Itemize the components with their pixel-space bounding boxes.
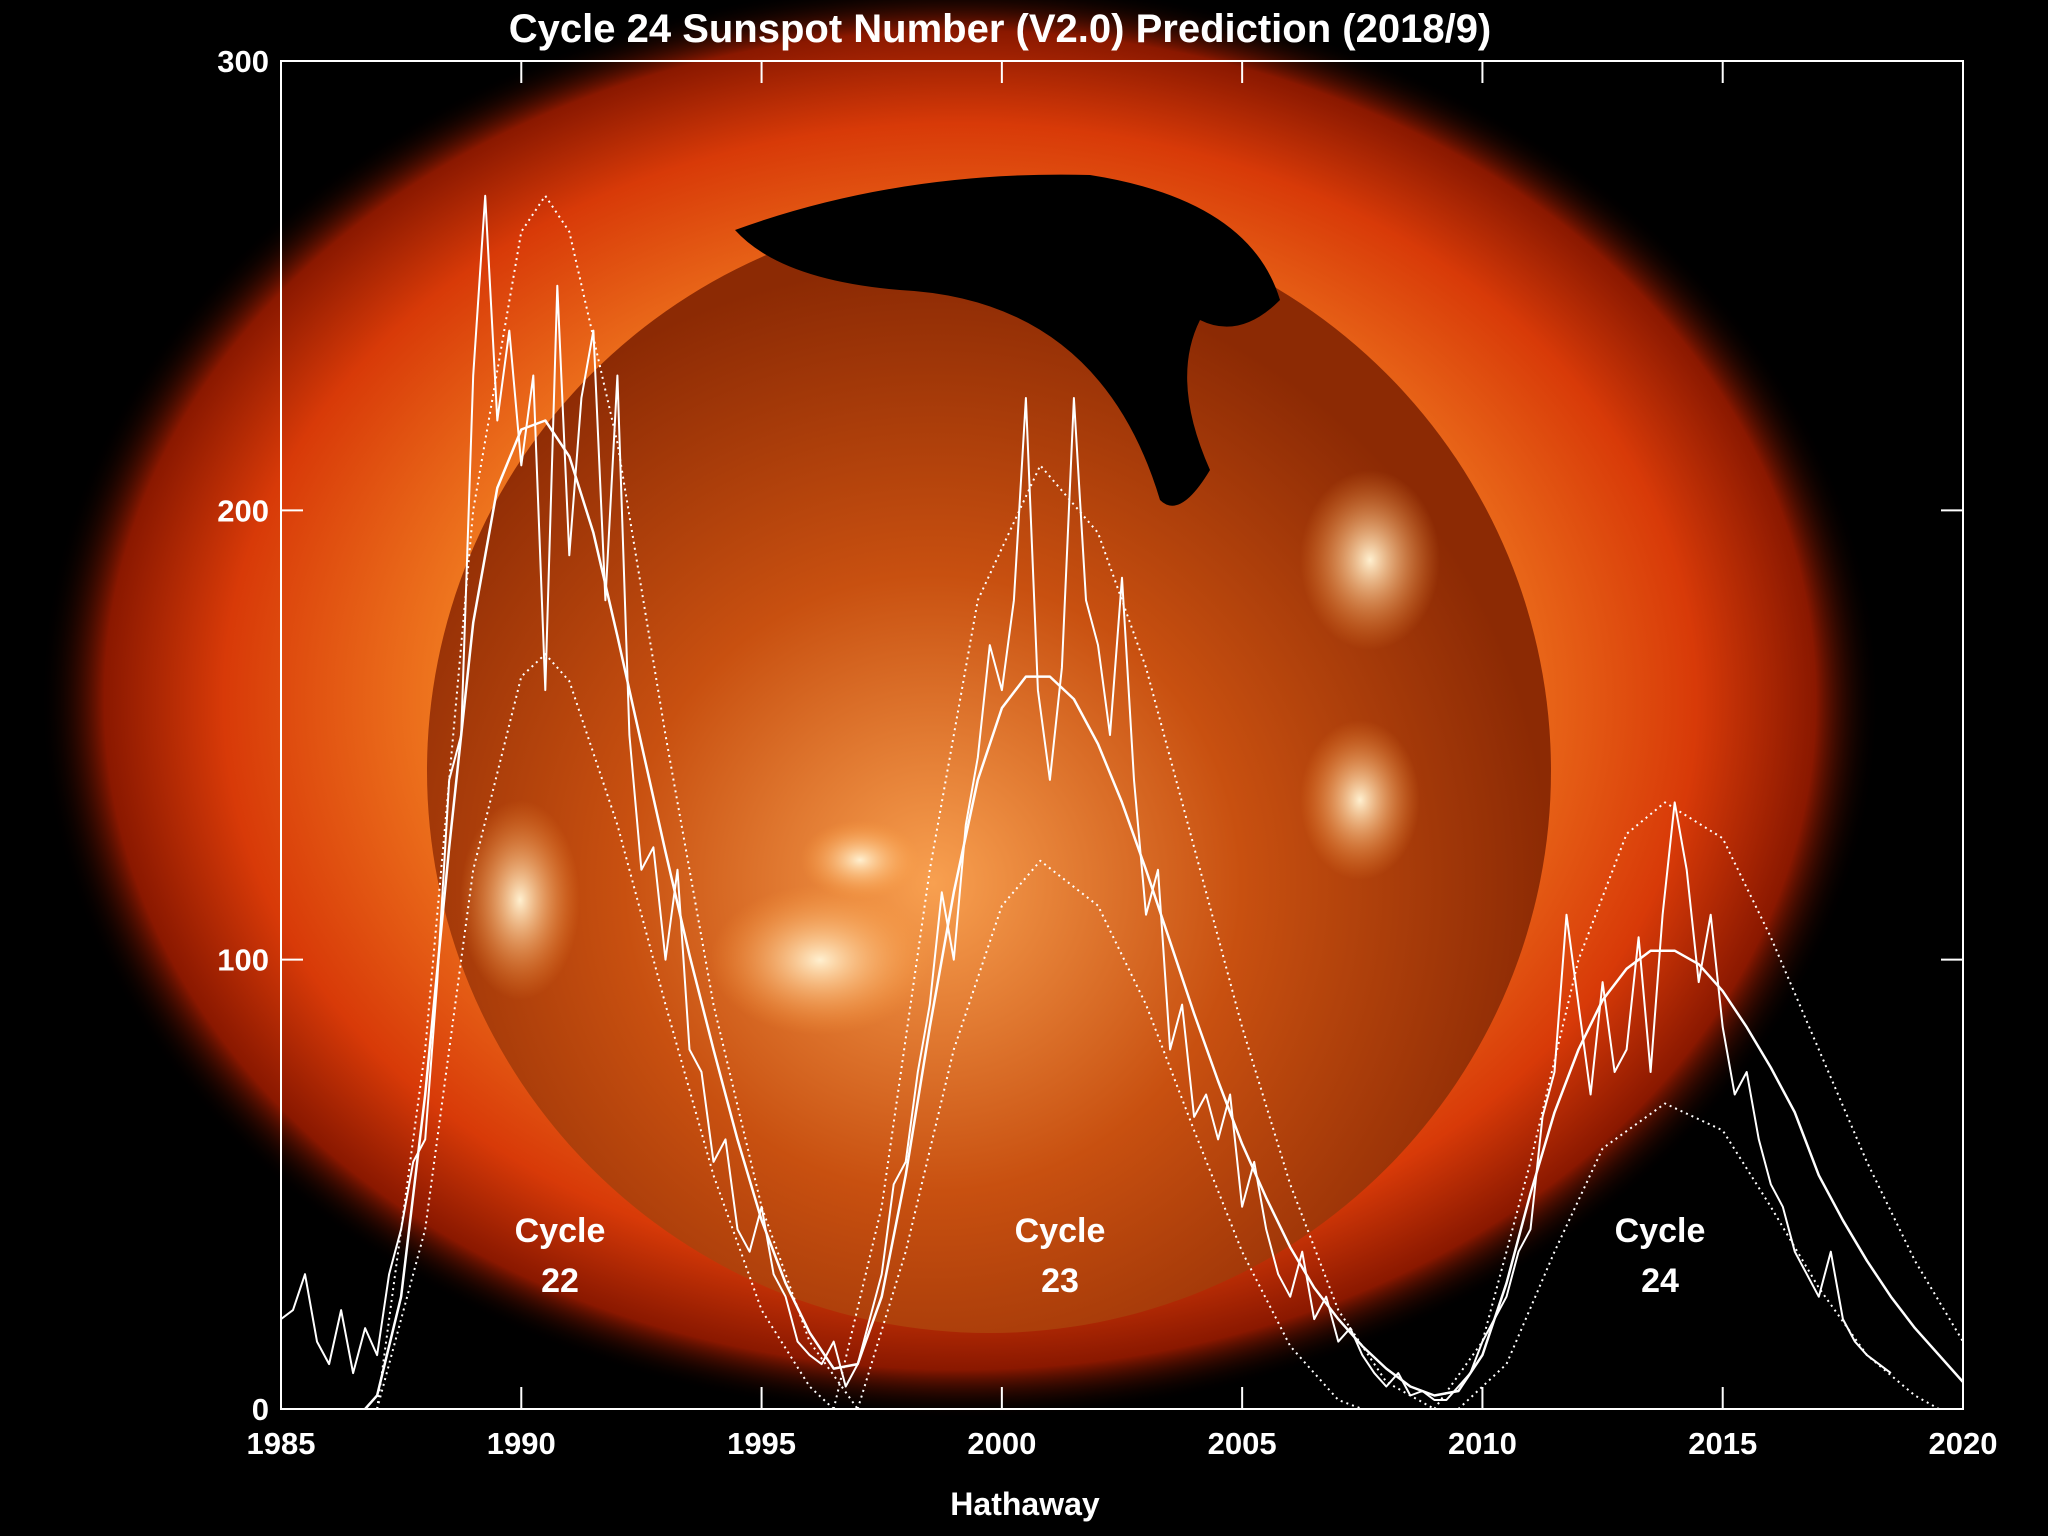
x-tick-label: 2000 — [967, 1426, 1036, 1461]
y-tick-label: 0 — [252, 1392, 269, 1427]
x-tick-label: 1990 — [487, 1426, 556, 1461]
x-axis-label: Hathaway — [950, 1486, 1100, 1522]
x-tick-label: 1985 — [247, 1426, 316, 1461]
x-tick-label: 2010 — [1448, 1426, 1517, 1461]
bound-line — [376, 653, 835, 1409]
cycle-label: Cycle — [1615, 1212, 1706, 1250]
data-line — [281, 194, 1892, 1401]
plot-frame — [280, 60, 1964, 1410]
bound-line — [376, 194, 859, 1409]
cycle-label: Cycle — [1015, 1212, 1106, 1250]
cycle-label: 22 — [541, 1262, 579, 1300]
sun-background — [40, 0, 1880, 1420]
bound-line — [832, 464, 1435, 1409]
x-tick-label: 1995 — [727, 1426, 796, 1461]
x-tick-label: 2015 — [1688, 1426, 1757, 1461]
y-tick-label: 200 — [217, 493, 269, 528]
plot-lines — [281, 194, 1963, 1409]
data-line — [364, 419, 1963, 1409]
y-tick-label: 100 — [217, 943, 269, 978]
y-tick-label: 300 — [217, 44, 269, 79]
chart-title: Cycle 24 Sunspot Number (V2.0) Predictio… — [509, 7, 1492, 51]
cycle-label: Cycle — [515, 1212, 606, 1250]
x-tick-label: 2020 — [1929, 1426, 1998, 1461]
cycle-label: 24 — [1641, 1262, 1679, 1300]
bound-line — [856, 859, 1363, 1409]
x-tick-label: 2005 — [1208, 1426, 1277, 1461]
cycle-label: 23 — [1041, 1262, 1079, 1300]
